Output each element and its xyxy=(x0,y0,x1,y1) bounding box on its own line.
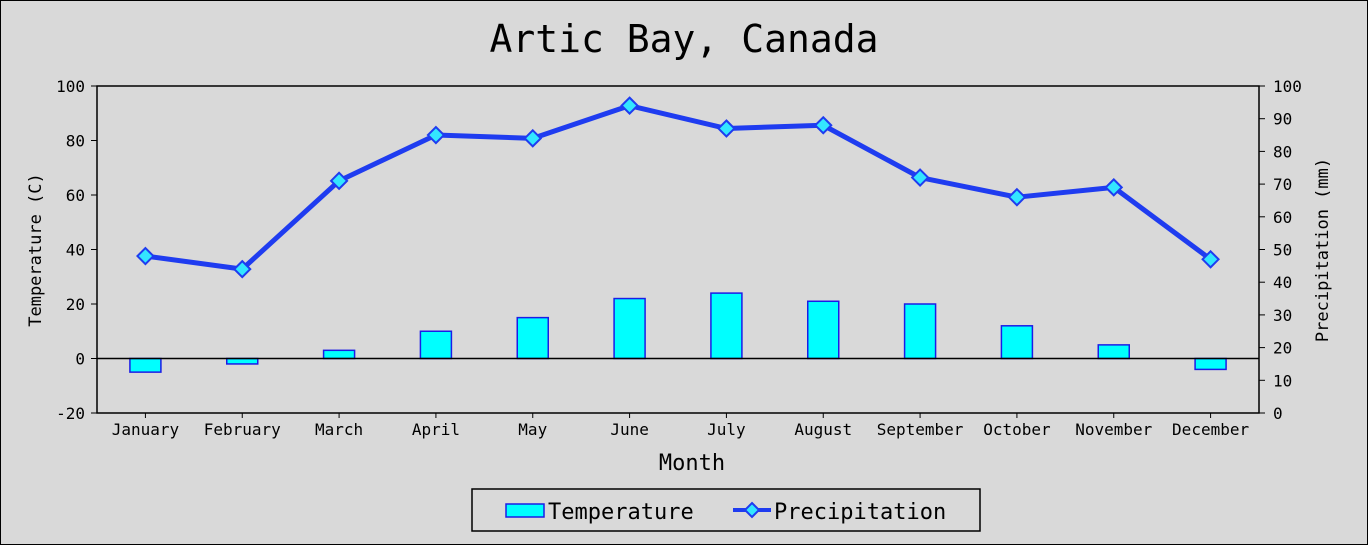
y2-axis-label: Precipitation (mm) xyxy=(1313,158,1333,342)
legend-temperature-label: Temperature xyxy=(548,500,694,525)
x-tick-label: August xyxy=(794,420,852,439)
precipitation-marker xyxy=(523,128,543,148)
x-tick-label: March xyxy=(315,420,363,439)
y2-tick-label: 100 xyxy=(1273,77,1302,96)
precipitation-marker xyxy=(329,171,349,191)
y2-tick-label: 90 xyxy=(1273,110,1292,129)
y2-tick-label: 40 xyxy=(1273,273,1292,292)
temperature-bar xyxy=(419,330,453,360)
y2-tick-label: 60 xyxy=(1273,208,1292,227)
precipitation-marker xyxy=(232,259,252,279)
temperature-bar xyxy=(613,297,646,360)
y-tick-label: 20 xyxy=(66,295,85,314)
x-tick-label: September xyxy=(877,420,964,439)
plot-border xyxy=(96,85,1260,414)
temperature-bar xyxy=(322,349,356,360)
y-axis-label: Temperature (C) xyxy=(26,173,46,327)
precipitation-marker xyxy=(136,246,155,266)
temperature-bar xyxy=(516,316,549,360)
x-tick-label: October xyxy=(983,420,1051,439)
y2-tick-label: 0 xyxy=(1273,404,1283,423)
temperature-bar xyxy=(807,300,840,360)
y2-tick-label: 80 xyxy=(1273,142,1292,161)
y-tick-label: 60 xyxy=(66,186,85,205)
legend: Temperature Precipitation xyxy=(471,488,981,532)
x-tick-label: December xyxy=(1172,420,1249,439)
y2-tick-label: 50 xyxy=(1273,241,1292,260)
x-tick-label: May xyxy=(518,420,547,439)
chart-title: Artic Bay, Canada xyxy=(490,17,879,61)
legend-precipitation-label: Precipitation xyxy=(774,500,946,525)
y-tick-label: 80 xyxy=(66,132,85,151)
y-tick-label: 100 xyxy=(56,77,85,96)
x-tick-label: January xyxy=(112,420,180,439)
x-tick-label: June xyxy=(610,420,649,439)
temperature-bar xyxy=(129,357,162,373)
temperature-bar xyxy=(226,357,259,365)
y-tick-label: 40 xyxy=(66,241,85,260)
temperature-bar xyxy=(1097,344,1130,360)
temperature-bar xyxy=(1000,325,1034,360)
temperature-bar xyxy=(710,292,743,360)
x-tick-label: July xyxy=(707,420,746,439)
precipitation-marker xyxy=(1007,187,1027,207)
y2-tick-label: 70 xyxy=(1273,175,1292,194)
precipitation-marker xyxy=(426,125,446,145)
precipitation-marker xyxy=(717,119,736,138)
legend-temperature-swatch xyxy=(505,503,545,518)
precipitation-marker xyxy=(813,115,833,135)
x-axis-label: Month xyxy=(659,451,725,476)
plot-area: 100806040200-201009080706050403020100Jan… xyxy=(56,77,1302,439)
x-tick-label: February xyxy=(204,420,281,439)
precipitation-marker xyxy=(620,96,639,116)
legend-box xyxy=(471,488,981,532)
legend-precipitation-marker xyxy=(743,501,761,519)
y-tick-label: 0 xyxy=(75,350,85,369)
precipitation-marker xyxy=(1201,249,1220,269)
temperature-bar xyxy=(903,303,937,360)
y2-tick-label: 20 xyxy=(1273,339,1292,358)
precipitation-marker xyxy=(1104,177,1124,197)
x-tick-label: April xyxy=(412,420,460,439)
y-tick-label: -20 xyxy=(56,404,85,423)
y2-tick-label: 10 xyxy=(1273,371,1292,390)
precipitation-line xyxy=(145,103,1213,272)
y2-tick-label: 30 xyxy=(1273,306,1292,325)
precipitation-marker xyxy=(910,168,930,187)
x-tick-label: November xyxy=(1075,420,1152,439)
temperature-bar xyxy=(1194,357,1227,371)
